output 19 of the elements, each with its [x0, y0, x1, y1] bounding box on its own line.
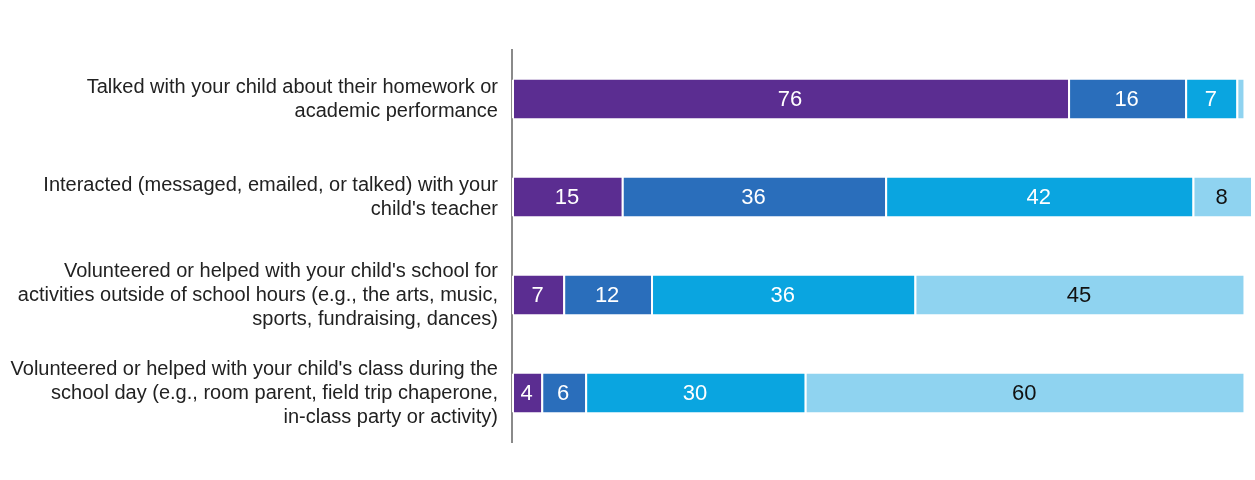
data-label: 15	[554, 184, 580, 210]
data-label: 7	[531, 282, 544, 308]
data-label: 7	[1204, 86, 1217, 112]
data-label: 30	[682, 380, 708, 406]
data-label: 16	[1114, 86, 1139, 112]
y-tick-label: Volunteered or helped with your child's school for activities outside of school hours (e.g., the arts, music, sports, fundraising, dances)	[17, 258, 499, 329]
data-label: 42	[1026, 184, 1052, 210]
y-tick-label: Interacted (messaged, emailed, or talked) with your child's teacher	[43, 172, 499, 219]
data-label: 6	[557, 380, 570, 406]
data-label: 36	[741, 184, 766, 210]
data-label: 4	[520, 380, 533, 406]
y-tick-label: Talked with your child about their homework or academic performance	[86, 74, 499, 121]
data-label: 8	[1215, 184, 1228, 210]
data-label: 36	[770, 282, 795, 308]
y-tick-label: Volunteered or helped with your child's class during the school day (e.g., room parent, field trip chaperone, in-class party or activity)	[10, 356, 498, 427]
data-label: 76	[777, 86, 803, 112]
data-label: 45	[1066, 282, 1092, 308]
data-label: 60	[1011, 380, 1037, 406]
data-label: 12	[594, 282, 620, 308]
